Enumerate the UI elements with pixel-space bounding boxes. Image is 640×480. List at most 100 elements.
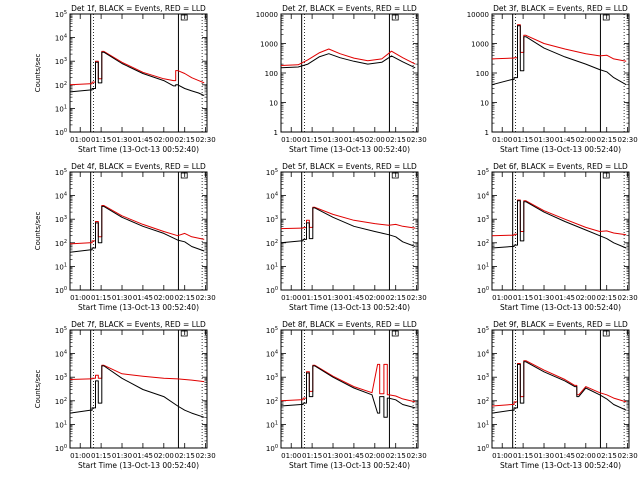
panel-title: Det 4f, BLACK = Events, RED = LLD	[71, 162, 206, 171]
x-axis-label: Start Time (13-Oct-13 00:52:40)	[500, 303, 621, 312]
x-tick-label: 01:45	[555, 294, 575, 302]
panel-det-1: Det 1f, BLACK = Events, RED = LLD 100 101 1…	[34, 4, 216, 154]
x-tick-label: 02:30	[196, 452, 216, 460]
y-tick-label: 103	[477, 373, 489, 382]
x-tick-label: 02:30	[196, 136, 216, 144]
y-tick-label: 104	[477, 192, 489, 201]
x-axis-label: Start Time (13-Oct-13 00:52:40)	[289, 145, 410, 154]
x-tick-label: 02:15	[597, 136, 617, 144]
y-tick-label: 105	[266, 168, 278, 177]
x-tick-label: 01:00	[492, 294, 512, 302]
y-tick-label: 10	[480, 100, 489, 108]
events-series-line	[280, 53, 416, 69]
x-tick-label: 02:15	[597, 294, 617, 302]
y-tick-label: 100	[477, 444, 489, 453]
x-tick-label: 02:15	[386, 136, 406, 144]
y-tick-label: 101	[266, 262, 278, 271]
x-tick-label: 02:15	[597, 452, 617, 460]
events-series-line	[491, 361, 627, 414]
x-tick-label: 01:30	[112, 452, 132, 460]
x-tick-label: 01:45	[555, 136, 575, 144]
x-tick-label: 01:30	[323, 294, 343, 302]
lld-series-line	[491, 199, 627, 237]
panel-title: Det 6f, BLACK = Events, RED = LLD	[493, 162, 628, 171]
y-tick-label: 105	[266, 326, 278, 335]
x-axis-label: Start Time (13-Oct-13 00:52:40)	[500, 145, 621, 154]
y-tick-label: 105	[55, 10, 67, 19]
y-tick-label: 100	[477, 286, 489, 295]
x-tick-label: 01:45	[133, 136, 153, 144]
marker-box	[602, 172, 610, 179]
y-tick-label: 100	[55, 286, 67, 295]
y-tick-label: 1	[274, 129, 278, 137]
x-tick-label: 02:30	[618, 452, 638, 460]
events-series-line	[69, 205, 205, 253]
x-tick-label: 02:15	[175, 136, 195, 144]
x-tick-label: 02:00	[576, 452, 596, 460]
x-tick-label: 01:15	[302, 136, 322, 144]
y-tick-label: 102	[55, 397, 67, 406]
x-tick-label: 02:30	[407, 452, 427, 460]
y-tick-label: 100	[476, 70, 489, 78]
y-tick-label: 101	[477, 262, 489, 271]
y-tick-label: 102	[55, 81, 67, 90]
plot-frame	[69, 171, 208, 291]
y-tick-label: 10000	[467, 11, 489, 19]
x-tick-label: 01:30	[534, 294, 554, 302]
y-tick-label: 100	[55, 128, 67, 137]
x-tick-label: 01:15	[302, 294, 322, 302]
y-tick-label: 1000	[471, 41, 489, 49]
y-tick-label: 103	[55, 57, 67, 66]
panel-title: Det 7f, BLACK = Events, RED = LLD	[71, 320, 206, 329]
x-tick-label: 01:45	[344, 452, 364, 460]
x-tick-label: 01:15	[302, 452, 322, 460]
y-axis-label: Counts/sec	[34, 54, 42, 93]
panel-det-3: Det 3f, BLACK = Events, RED = LLD 1 10 100 1…	[467, 4, 638, 154]
x-tick-label: 01:15	[513, 452, 533, 460]
y-tick-label: 104	[266, 192, 278, 201]
x-tick-label: 01:00	[281, 136, 301, 144]
x-tick-label: 02:30	[618, 136, 638, 144]
y-tick-label: 105	[477, 326, 489, 335]
x-axis-label: Start Time (13-Oct-13 00:52:40)	[78, 145, 199, 154]
x-tick-label: 01:45	[133, 452, 153, 460]
y-tick-label: 103	[55, 373, 67, 382]
panel-title: Det 8f, BLACK = Events, RED = LLD	[282, 320, 417, 329]
marker-box	[391, 14, 399, 21]
marker-box	[391, 172, 399, 179]
lld-series-line	[69, 364, 205, 383]
panel-title: Det 9f, BLACK = Events, RED = LLD	[493, 320, 628, 329]
panel-title: Det 5f, BLACK = Events, RED = LLD	[282, 162, 417, 171]
x-tick-label: 01:00	[70, 294, 90, 302]
panel-title: Det 1f, BLACK = Events, RED = LLD	[71, 4, 206, 13]
y-axis-label: Counts/sec	[34, 370, 42, 409]
panel-det-5: Det 5f, BLACK = Events, RED = LLD 100 101 1…	[266, 162, 427, 312]
x-axis-label: Start Time (13-Oct-13 00:52:40)	[78, 461, 199, 470]
panel-title: Det 2f, BLACK = Events, RED = LLD	[282, 4, 417, 13]
y-tick-label: 101	[266, 420, 278, 429]
x-tick-label: 02:00	[576, 136, 596, 144]
x-tick-label: 02:15	[175, 452, 195, 460]
y-axis-label: Counts/sec	[34, 212, 42, 251]
panel-title: Det 3f, BLACK = Events, RED = LLD	[493, 4, 628, 13]
events-series-line	[491, 200, 627, 249]
x-tick-label: 01:15	[91, 294, 111, 302]
x-tick-label: 01:45	[344, 294, 364, 302]
panel-det-7: Det 7f, BLACK = Events, RED = LLD 100 101 1…	[34, 320, 216, 470]
x-tick-label: 01:15	[513, 136, 533, 144]
lld-series-line	[280, 363, 416, 403]
y-tick-label: 102	[477, 239, 489, 248]
marker-box	[180, 14, 188, 21]
y-tick-label: 100	[266, 286, 278, 295]
lld-series-line	[280, 48, 416, 66]
x-tick-label: 01:00	[281, 452, 301, 460]
x-tick-label: 02:30	[407, 136, 427, 144]
x-tick-label: 02:30	[196, 294, 216, 302]
y-tick-label: 103	[55, 215, 67, 224]
lld-series-line	[491, 24, 627, 62]
x-tick-label: 02:30	[407, 294, 427, 302]
x-tick-label: 01:00	[492, 452, 512, 460]
x-tick-label: 02:00	[365, 294, 385, 302]
x-tick-label: 01:00	[70, 136, 90, 144]
